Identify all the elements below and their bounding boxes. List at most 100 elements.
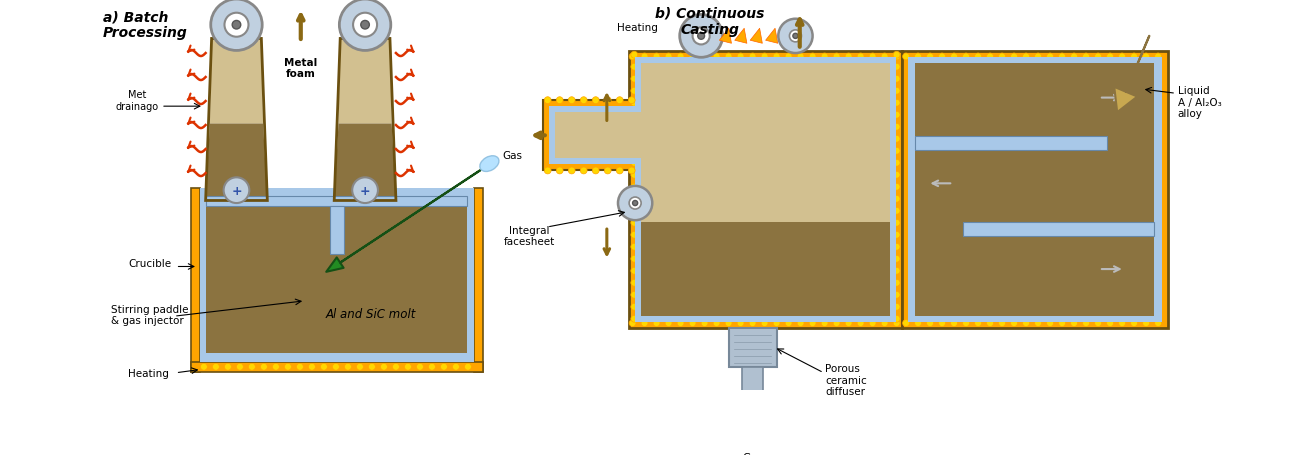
Circle shape [631,268,638,275]
Circle shape [631,148,638,155]
Circle shape [339,0,391,51]
Circle shape [568,167,575,175]
Circle shape [631,292,638,298]
Polygon shape [205,124,267,201]
Circle shape [761,320,768,327]
Circle shape [333,364,339,370]
Circle shape [605,167,611,175]
Text: a) Batch
Processing: a) Batch Processing [103,10,188,40]
Circle shape [893,88,899,95]
Circle shape [846,320,852,327]
Circle shape [1059,54,1065,61]
Circle shape [893,292,899,298]
Text: Porous
ceramic
diffuser: Porous ceramic diffuser [826,363,867,396]
Bar [629,52,902,329]
Circle shape [1023,54,1030,61]
Circle shape [821,320,828,327]
Circle shape [713,320,721,327]
Circle shape [902,54,910,61]
Circle shape [1082,320,1090,327]
Circle shape [1131,320,1137,327]
FancyArrowPatch shape [750,29,763,44]
Circle shape [1023,320,1030,327]
Circle shape [352,178,377,203]
Circle shape [797,320,803,327]
Circle shape [893,76,899,83]
Bar [902,52,1168,329]
Circle shape [773,54,780,61]
Circle shape [631,52,638,59]
Bar [200,188,473,197]
Circle shape [631,172,638,179]
Circle shape [893,52,899,59]
Circle shape [809,54,817,61]
Text: Gas: Gas [743,452,763,455]
Circle shape [631,64,638,71]
Circle shape [1035,320,1041,327]
Circle shape [1047,320,1053,327]
Bar [206,197,467,207]
Circle shape [392,364,400,370]
Circle shape [677,54,684,61]
Circle shape [249,364,255,370]
Circle shape [698,33,705,40]
Circle shape [556,167,563,175]
Circle shape [629,97,635,104]
Circle shape [680,15,722,58]
Circle shape [368,364,375,370]
Text: Liquid
A / Al₂O₃
alloy: Liquid A / Al₂O₃ alloy [1178,86,1222,119]
Circle shape [750,54,756,61]
Circle shape [834,320,840,327]
Circle shape [1107,54,1114,61]
Text: Heating: Heating [129,368,170,378]
Circle shape [915,54,922,61]
Circle shape [857,54,864,61]
Circle shape [986,320,994,327]
Bar [642,64,890,317]
Circle shape [821,54,828,61]
Circle shape [260,364,267,370]
Bar [963,222,1153,236]
Circle shape [296,364,304,370]
Circle shape [893,268,899,275]
Circle shape [893,320,899,327]
Circle shape [1143,320,1149,327]
FancyArrowPatch shape [1114,37,1149,113]
Bar [915,137,1107,151]
Circle shape [1131,54,1137,61]
Circle shape [617,97,623,104]
Circle shape [725,54,732,61]
Circle shape [793,34,798,39]
Circle shape [631,160,638,167]
Circle shape [1107,320,1114,327]
Circle shape [631,220,638,227]
Circle shape [429,364,435,370]
Circle shape [617,167,623,175]
Bar [200,188,206,362]
Bar [467,188,473,362]
Bar [191,188,200,372]
Circle shape [665,54,672,61]
Bar [635,58,896,323]
Circle shape [701,54,707,61]
Text: +: + [231,184,242,197]
Circle shape [713,54,721,61]
Circle shape [556,97,563,104]
Circle shape [1035,54,1041,61]
Text: Metal
foam: Metal foam [284,58,317,79]
Circle shape [544,167,551,175]
Circle shape [360,21,370,30]
Circle shape [951,320,957,327]
Circle shape [939,54,945,61]
Circle shape [701,320,707,327]
Circle shape [693,28,710,46]
Circle shape [773,320,780,327]
Circle shape [1155,54,1161,61]
Circle shape [1119,320,1126,327]
Circle shape [893,208,899,215]
Circle shape [544,97,551,104]
Circle shape [1011,320,1018,327]
Circle shape [857,320,864,327]
Text: Crucible: Crucible [129,258,171,268]
Circle shape [213,364,220,370]
